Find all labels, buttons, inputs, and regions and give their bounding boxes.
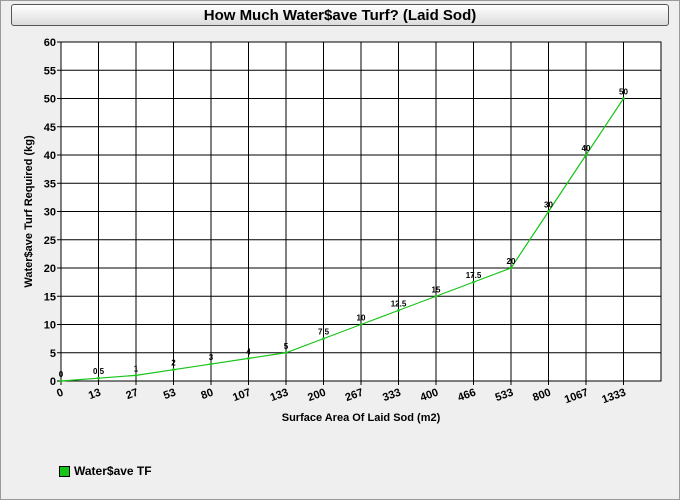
data-label: 17.5: [466, 271, 482, 280]
x-tick-label: 27: [124, 387, 140, 402]
y-tick-label: 5: [50, 348, 56, 360]
data-label: 7.5: [318, 328, 330, 337]
legend-swatch: [59, 465, 70, 477]
data-point: [547, 210, 550, 213]
x-axis-label: Surface Area Of Laid Sod (m2): [282, 412, 441, 424]
data-point: [397, 308, 400, 312]
x-tick-label: 466: [456, 387, 477, 405]
y-tick-label: 55: [44, 65, 56, 77]
chart-title: How Much Water$ave Turf? (Laid Sod): [11, 4, 669, 26]
y-tick-label: 20: [44, 263, 56, 275]
x-tick-label: 133: [269, 387, 290, 405]
y-tick-label: 10: [44, 320, 56, 332]
data-point: [172, 368, 175, 372]
x-tick-label: 1067: [563, 387, 590, 407]
y-axis-label: Water$ave Turf Required (kg): [23, 135, 35, 288]
data-point: [284, 351, 288, 355]
data-point: [622, 97, 625, 100]
x-tick-label: 107: [231, 387, 252, 405]
data-label: 3: [209, 353, 214, 362]
data-point: [59, 379, 63, 383]
x-tick-label: 267: [344, 387, 365, 405]
data-label: 2: [171, 359, 176, 368]
data-label: 4: [246, 347, 251, 356]
y-axis: 0 5 10 15 20 25 30 35 40 45 50 55 60: [44, 37, 61, 388]
x-tick-label: 533: [494, 387, 515, 405]
y-tick-label: 50: [44, 94, 56, 106]
x-tick-label: 13: [87, 387, 103, 402]
data-point: [209, 362, 213, 366]
data-label: 0: [59, 370, 64, 379]
data-point: [359, 323, 363, 326]
legend: Water$ave TF: [59, 464, 152, 478]
y-tick-label: 45: [44, 122, 56, 134]
data-label: 40: [582, 144, 591, 153]
y-tick-label: 25: [44, 235, 56, 247]
y-tick-label: 60: [44, 37, 56, 49]
series-layer: 0 0.5 1 2 3 4 5 7.5 10 12.5 15 17.5 20 30 40 50: [59, 88, 628, 383]
x-tick-label: 53: [162, 387, 178, 402]
x-tick-label: 200: [306, 387, 327, 405]
data-label: 10: [357, 314, 366, 323]
x-tick-label: 0: [55, 387, 65, 400]
data-label: 30: [544, 201, 553, 210]
data-label: 12.5: [391, 299, 407, 308]
data-label: 0.5: [93, 367, 105, 376]
data-point: [134, 373, 138, 377]
data-point: [97, 376, 100, 380]
series-line: [60, 98, 624, 382]
y-tick-label: 35: [44, 178, 56, 190]
x-tick-label: 1333: [600, 387, 627, 407]
legend-label: Water$ave TF: [74, 464, 152, 478]
data-point: [472, 280, 475, 284]
data-label: 15: [432, 285, 441, 294]
data-label: 1: [134, 364, 139, 373]
data-point: [584, 153, 588, 157]
y-tick-label: 40: [44, 150, 56, 162]
data-label: 5: [284, 342, 289, 351]
data-point: [434, 294, 438, 298]
data-label: 20: [507, 257, 516, 266]
data-label: 50: [619, 88, 628, 97]
x-tick-label: 333: [381, 387, 402, 405]
data-point: [247, 357, 250, 360]
x-tick-label: 400: [419, 387, 440, 405]
y-tick-label: 15: [44, 291, 56, 303]
y-tick-label: 0: [50, 376, 56, 388]
data-point: [509, 266, 513, 270]
x-axis: 0 13 27 53 80 107 133 200 267 333 400 466 533 800 1067…: [55, 381, 628, 407]
y-tick-label: 30: [44, 207, 56, 219]
x-tick-label: 800: [531, 387, 552, 405]
data-point: [322, 337, 325, 341]
x-tick-label: 80: [199, 387, 215, 402]
